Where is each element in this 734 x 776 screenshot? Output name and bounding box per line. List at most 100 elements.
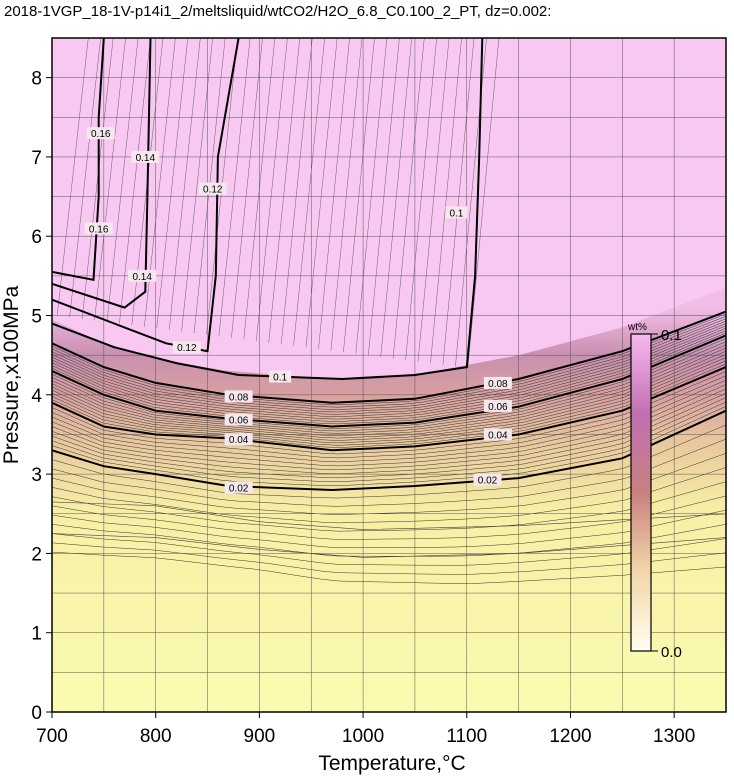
contour-label: 0.14: [132, 272, 152, 283]
minor-contour-20: [52, 363, 726, 448]
x-tick-label: 700: [36, 726, 68, 747]
contour-label-group: 0.1: [445, 206, 468, 219]
x-tick-label: 1200: [549, 726, 591, 747]
minor-contour-40: [57, 38, 89, 316]
minor-contour-59: [293, 38, 325, 346]
contour-label: 0.06: [229, 415, 249, 426]
minor-contour-53: [218, 38, 251, 337]
contour-label-bg: [269, 370, 292, 383]
contour-label-bg: [86, 127, 115, 140]
x-axis-label: Temperature,°C: [318, 752, 465, 775]
minor-contour-31: [52, 327, 726, 420]
contour-label: 0.02: [478, 476, 498, 487]
high-co2-region: [52, 38, 726, 379]
colorbar-scale: [630, 333, 652, 652]
x-tick-label: 900: [244, 726, 276, 747]
contour-label-group: 0.06: [224, 413, 253, 426]
minor-contour-29: [52, 332, 726, 425]
minor-contour-54: [231, 38, 263, 338]
minor-contour-11: [52, 406, 726, 486]
minor-contour-12: [52, 401, 726, 482]
contour-label-group: 0.02: [473, 473, 502, 487]
contour-label-bg: [473, 473, 502, 486]
contour-label-group: 0.04: [224, 433, 253, 446]
minor-contour-4: [52, 509, 726, 549]
contour-label-group: 0.04: [483, 428, 512, 441]
minor-contour-26: [52, 344, 726, 434]
contour-label-group: 0.16: [86, 127, 115, 140]
minor-contour-6: [52, 481, 726, 532]
minor-contour-0: [52, 551, 726, 584]
minor-contour-5: [52, 495, 726, 540]
minor-contour-69: [417, 38, 450, 362]
plot-frame: [51, 37, 727, 713]
contour-label: 0.06: [488, 402, 508, 413]
contour-label: 0.16: [89, 224, 109, 235]
contour-label: 0.04: [488, 430, 508, 441]
contour-0.1: [52, 38, 484, 381]
minor-contour-62: [330, 38, 363, 351]
minor-contour-44: [106, 38, 139, 322]
contour-label-bg: [224, 433, 253, 446]
minor-contour-10: [52, 424, 726, 499]
minor-contour-37: [52, 313, 726, 406]
minor-contour-49: [169, 38, 201, 330]
y-tick-label: 3: [31, 465, 42, 486]
contour-label: 0.16: [91, 129, 111, 140]
colorbar: wt% 0.1 0.0: [627, 322, 682, 661]
minor-contour-9: [52, 438, 726, 507]
minor-contour-22: [52, 357, 726, 444]
minor-contour-34: [52, 320, 726, 413]
minor-contour-57: [268, 38, 300, 343]
contour-label-group: 0.14: [128, 269, 157, 283]
contour-label-bg: [483, 428, 512, 441]
contour-label-bg: [483, 399, 512, 412]
contour-label-bg: [172, 341, 201, 354]
minor-contour-18: [52, 375, 726, 459]
minor-contour-63: [343, 38, 375, 353]
colorbar-max-label: 0.1: [661, 327, 682, 344]
minor-contour-41: [69, 38, 101, 318]
contour-label-bg: [445, 206, 468, 219]
minor-contour-56: [256, 38, 288, 341]
y-tick-label: 6: [31, 227, 42, 248]
contour-label-group: 0.08: [224, 390, 253, 403]
minor-contour-61: [318, 38, 350, 349]
minor-contour-25: [52, 347, 726, 436]
contour-label-bg: [131, 150, 160, 163]
minor-contour-3: [52, 524, 726, 557]
minor-contour-32: [52, 325, 726, 417]
minor-contour-64: [355, 38, 388, 354]
contour-label-bg: [84, 222, 113, 235]
contour-label-bg: [224, 413, 253, 426]
minor-contour-15: [52, 388, 726, 471]
minor-contour-68: [405, 38, 437, 360]
y-tick-label: 4: [31, 386, 42, 407]
contour-label-group: 0.14: [131, 150, 160, 164]
contour-0.04: [52, 366, 726, 452]
y-axis: 0 1 2 3 4 5 6 7 8: [31, 69, 52, 724]
chart-title: 2018-1VGP_18-1V-p14i1_2/meltsliquid/wtCO…: [4, 3, 551, 20]
contour-label: 0.12: [203, 185, 223, 196]
contour-label-bg: [198, 182, 227, 195]
y-tick-label: 0: [31, 703, 42, 724]
minor-contour-8: [52, 453, 726, 515]
contour-label-group: 0.1: [269, 370, 292, 384]
minor-contour-33: [52, 323, 726, 415]
contour-label-group: 0.02: [224, 481, 253, 495]
y-tick-label: 7: [31, 148, 42, 169]
minor-contour-48: [156, 38, 188, 329]
minor-contour-35: [52, 318, 726, 410]
minor-contour-30: [52, 330, 726, 422]
contour-label-group: 0.16: [84, 222, 113, 235]
y-tick-label: 8: [31, 69, 42, 90]
minor-contour-36: [52, 316, 726, 408]
x-tick-label: 1300: [653, 726, 695, 747]
minor-contour-7: [52, 467, 726, 524]
minor-contour-71: [442, 38, 475, 365]
contour-label-group: 0.12: [172, 341, 201, 354]
x-axis: 700 800 900 1000 1100 1200 1300: [36, 712, 695, 747]
minor-contour-28: [52, 338, 726, 429]
minor-contour-21: [52, 360, 726, 446]
